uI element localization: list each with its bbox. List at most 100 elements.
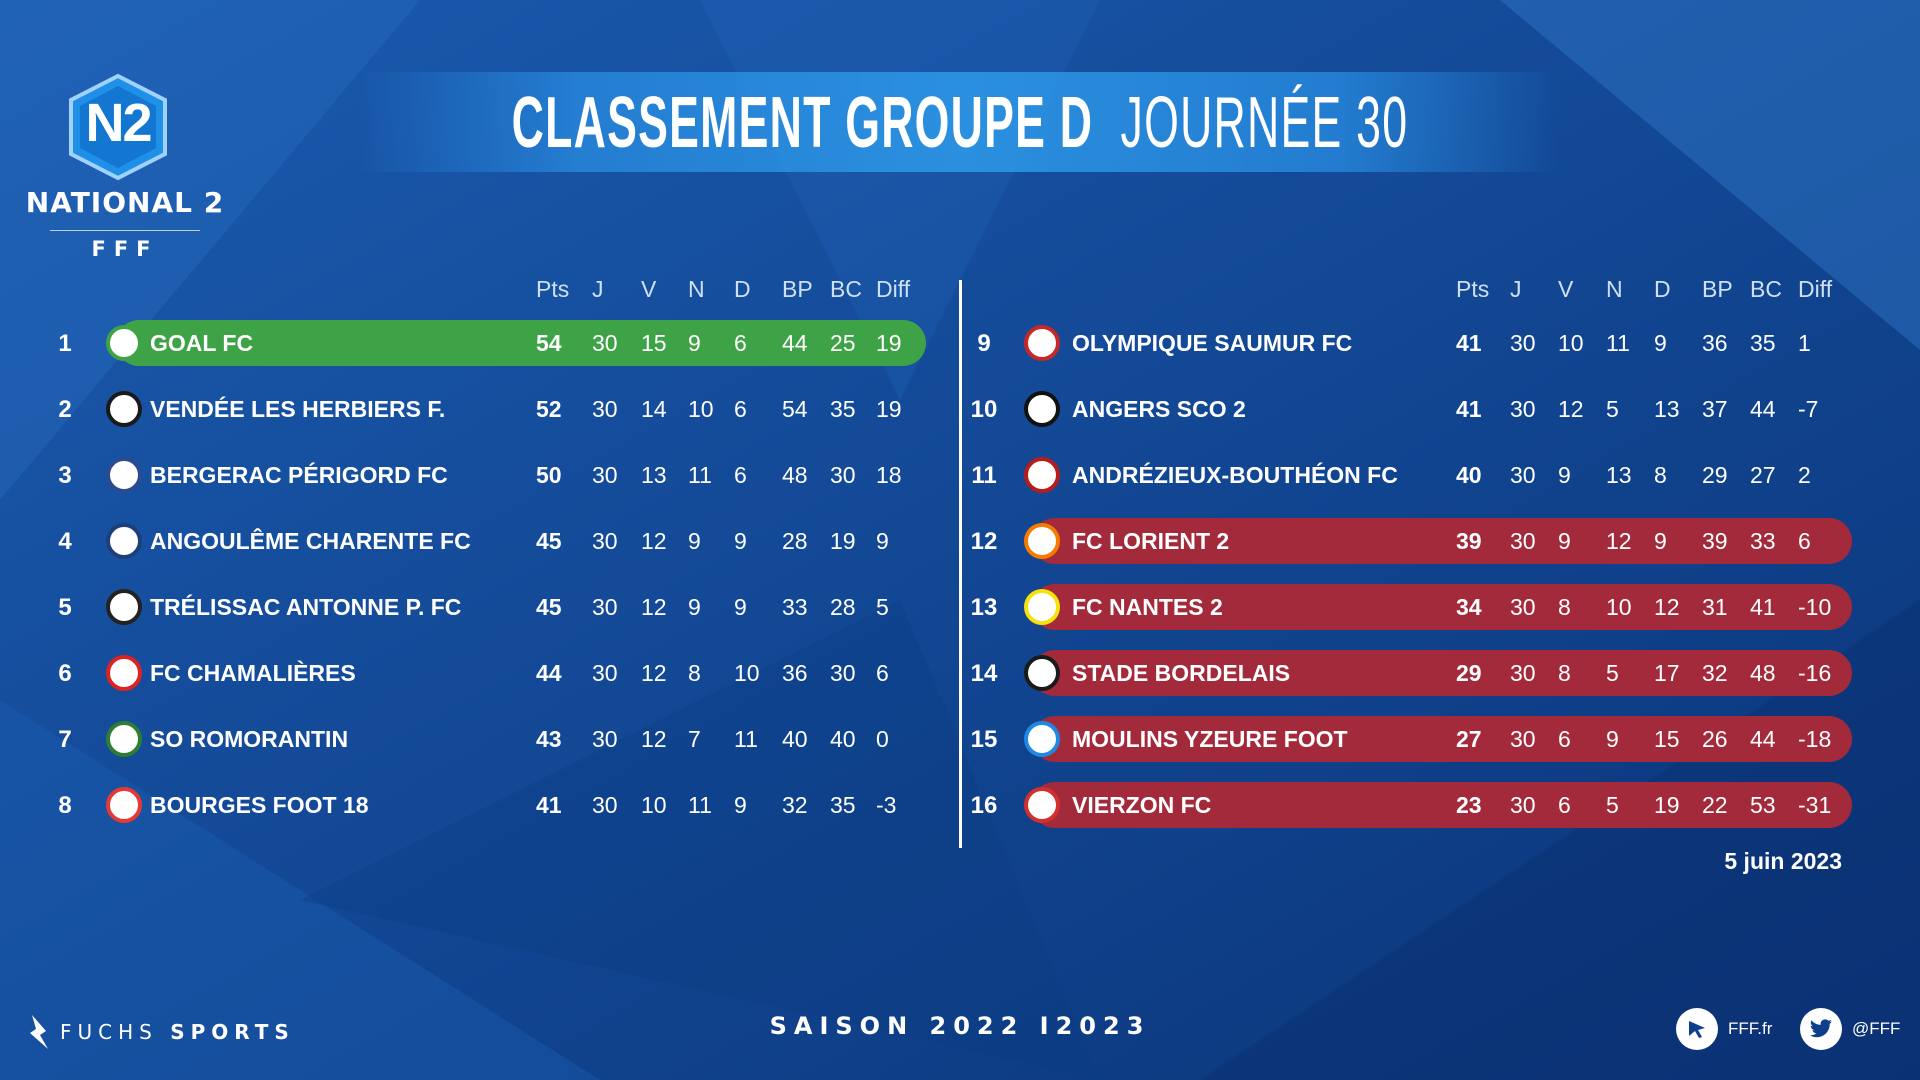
shield-icon [69,73,167,181]
table-row: 9 OLYMPIQUE SAUMUR FC 41 30 10 11 9 36 35 1 [962,320,1862,366]
relegation-highlight [1032,782,1852,828]
stat-v: 10 [641,792,667,818]
update-date: 5 juin 2023 [1724,848,1842,874]
stat-n: 9 [688,330,701,356]
table-divider [959,280,962,848]
stat-v: 14 [641,396,667,422]
column-header: Pts [1456,276,1490,302]
stat-diff: -18 [1798,726,1832,752]
stat-j: 30 [1510,726,1536,752]
stat-bc: 28 [830,594,856,620]
table-row: 16 VIERZON FC 23 30 6 5 19 22 53 -31 [962,782,1862,828]
stat-pts: 41 [1456,396,1482,422]
club-crest-icon [1024,787,1060,823]
stat-j: 30 [592,726,618,752]
stat-pts: 29 [1456,660,1482,686]
club-crest-icon [106,589,142,625]
stat-diff: -31 [1798,792,1832,818]
rank: 6 [58,660,72,687]
stat-d: 9 [1654,330,1667,356]
stat-j: 30 [1510,660,1536,686]
relegation-highlight [1032,518,1852,564]
stat-pts: 41 [1456,330,1482,356]
stat-j: 30 [592,528,618,554]
rank: 13 [970,594,998,621]
stat-d: 9 [734,792,747,818]
stat-bc: 33 [1750,528,1776,554]
stat-d: 10 [734,660,760,686]
stat-pts: 39 [1456,528,1482,554]
stat-v: 12 [641,528,667,554]
twitter-label: @FFF [1852,1019,1901,1038]
stat-v: 12 [641,594,667,620]
team-name: VIERZON FC [1072,792,1212,818]
stat-bp: 33 [782,594,808,620]
stat-v: 12 [641,726,667,752]
team-name: ANGERS SCO 2 [1072,396,1246,422]
stat-diff: -3 [876,792,897,818]
rank: 7 [58,726,72,753]
stat-v: 8 [1558,594,1571,620]
stat-v: 15 [641,330,667,356]
stat-j: 30 [1510,396,1536,422]
stat-diff: 5 [876,594,889,620]
stat-n: 10 [1606,594,1632,620]
table-header: Pts J V N D BP BC Diff [962,270,1862,310]
team-name: ANGOULÊME CHARENTE FC [150,528,471,554]
team-name: SO ROMORANTIN [150,726,349,752]
stat-diff: 6 [876,660,889,686]
website-link[interactable]: FFF.fr [1676,1008,1772,1050]
stat-bp: 44 [782,330,808,356]
logo-name: NATIONAL 2 [25,186,225,219]
website-label: FFF.fr [1728,1019,1773,1038]
twitter-link[interactable]: @FFF [1800,1008,1900,1050]
club-crest-icon [1024,325,1060,361]
stat-pts: 43 [536,726,562,752]
stat-bc: 40 [830,726,856,752]
stat-n: 9 [1606,726,1619,752]
stat-pts: 34 [1456,594,1482,620]
stat-pts: 44 [536,660,562,686]
table-row: 3 BERGERAC PÉRIGORD FC 50 30 13 11 6 48 30 18 [40,452,930,498]
stat-v: 13 [641,462,667,488]
stat-d: 6 [734,462,747,488]
stat-bc: 44 [1750,726,1776,752]
stat-j: 30 [592,396,618,422]
column-header: J [592,276,604,302]
column-header: N [1606,276,1623,302]
stat-d: 8 [1654,462,1667,488]
stat-pts: 52 [536,396,562,422]
stat-pts: 27 [1456,726,1482,752]
stat-pts: 40 [1456,462,1482,488]
title-matchday: JOURNÉE 30 [1120,83,1409,163]
team-name: BOURGES FOOT 18 [150,792,369,818]
stat-diff: 9 [876,528,889,554]
rank: 3 [58,462,72,489]
stat-v: 8 [1558,660,1571,686]
stat-pts: 50 [536,462,562,488]
stat-d: 9 [734,528,747,554]
stat-diff: 19 [876,330,902,356]
rank: 11 [971,462,997,489]
stat-bc: 19 [830,528,856,554]
stat-bc: 25 [830,330,856,356]
rank: 4 [58,528,72,555]
stat-v: 12 [1558,396,1584,422]
stat-v: 6 [1558,726,1571,752]
table-row: 12 FC LORIENT 2 39 30 9 12 9 39 33 6 [962,518,1862,564]
stat-pts: 54 [536,330,562,356]
club-crest-icon [1024,523,1060,559]
stat-bp: 40 [782,726,808,752]
stat-bc: 41 [1750,594,1776,620]
rank: 12 [970,528,998,555]
column-header: BP [1702,276,1733,302]
club-crest-icon [106,655,142,691]
stat-bp: 26 [1702,726,1728,752]
rank: 14 [970,660,998,687]
club-crest-icon [106,325,142,361]
stat-bc: 48 [1750,660,1776,686]
column-header: D [1654,276,1671,302]
stat-diff: 1 [1798,330,1811,356]
stat-n: 5 [1606,792,1619,818]
club-crest-icon [106,523,142,559]
